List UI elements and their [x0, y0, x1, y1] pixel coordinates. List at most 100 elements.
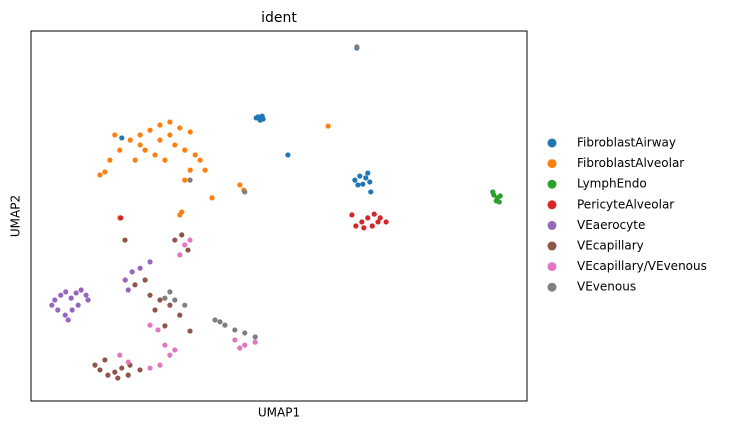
point [349, 212, 355, 218]
legend-label: FibroblastAirway [577, 136, 676, 150]
point [155, 327, 161, 333]
point [363, 175, 369, 181]
point [55, 307, 61, 313]
point [125, 287, 131, 293]
legend-marker [547, 220, 557, 230]
point [147, 322, 153, 328]
point [197, 157, 203, 163]
legend-marker [547, 241, 557, 251]
legend-label: VEaerocyte [577, 218, 645, 232]
point [162, 295, 168, 301]
point [187, 129, 193, 135]
point [353, 223, 359, 229]
point [122, 277, 128, 283]
point [490, 189, 496, 195]
point [369, 223, 375, 229]
point [97, 172, 103, 178]
point [182, 242, 188, 248]
point [237, 345, 243, 351]
point [162, 323, 168, 329]
point [125, 372, 131, 378]
point [237, 182, 243, 188]
point [97, 367, 103, 373]
point [122, 237, 128, 243]
legend-label: VEcapillary [577, 239, 644, 253]
point [147, 259, 153, 265]
point [368, 189, 374, 195]
point [365, 215, 371, 221]
point [212, 317, 218, 323]
point [187, 328, 193, 334]
point [152, 307, 158, 313]
legend-label: PericyteAlveolar [577, 197, 674, 211]
point [62, 312, 68, 318]
point [83, 292, 89, 298]
point [179, 209, 185, 215]
point [252, 334, 258, 340]
point [177, 312, 183, 318]
point [172, 237, 178, 243]
point [232, 337, 238, 343]
point [52, 297, 58, 303]
point [112, 369, 118, 375]
point [167, 352, 173, 358]
point [187, 177, 193, 183]
point [167, 132, 173, 138]
point [172, 142, 178, 148]
point [172, 347, 178, 353]
point [352, 177, 358, 183]
point [125, 359, 131, 365]
point [102, 169, 108, 175]
legend-marker [547, 179, 557, 189]
point [355, 182, 361, 188]
point [119, 365, 125, 371]
legend-marker [547, 200, 557, 210]
point [137, 132, 143, 138]
point [185, 247, 191, 253]
point [162, 342, 168, 348]
point [217, 319, 223, 325]
chart-title: ident [261, 10, 297, 26]
point [367, 179, 373, 185]
point [112, 132, 118, 138]
point [117, 147, 123, 153]
point [63, 289, 69, 295]
point [68, 295, 74, 301]
point [260, 116, 266, 122]
point [73, 290, 79, 296]
point [177, 125, 183, 131]
point [253, 115, 259, 121]
point [127, 137, 133, 143]
point [285, 152, 291, 158]
point [187, 167, 193, 173]
point [359, 219, 365, 225]
y-axis-label: UMAP2 [9, 195, 23, 237]
point [69, 307, 75, 313]
legend-label: LymphEndo [577, 177, 647, 191]
point [172, 297, 178, 303]
legend-marker [547, 138, 557, 148]
x-axis-label: UMAP1 [258, 406, 300, 420]
point [118, 215, 124, 221]
point [167, 119, 173, 125]
point [252, 339, 258, 345]
point [202, 167, 208, 173]
point [222, 322, 228, 328]
point [242, 330, 248, 336]
point [152, 152, 158, 158]
point [177, 252, 183, 258]
point [497, 193, 503, 199]
legend-label: VEvenous [577, 280, 636, 294]
point [132, 157, 138, 163]
point [496, 199, 502, 205]
legend-marker [547, 282, 557, 292]
plot-frame [30, 30, 528, 402]
legend-marker [547, 159, 557, 169]
point [157, 122, 163, 128]
point [65, 317, 71, 323]
point [383, 219, 389, 225]
point [232, 327, 238, 333]
point [75, 302, 81, 308]
point [58, 292, 64, 298]
